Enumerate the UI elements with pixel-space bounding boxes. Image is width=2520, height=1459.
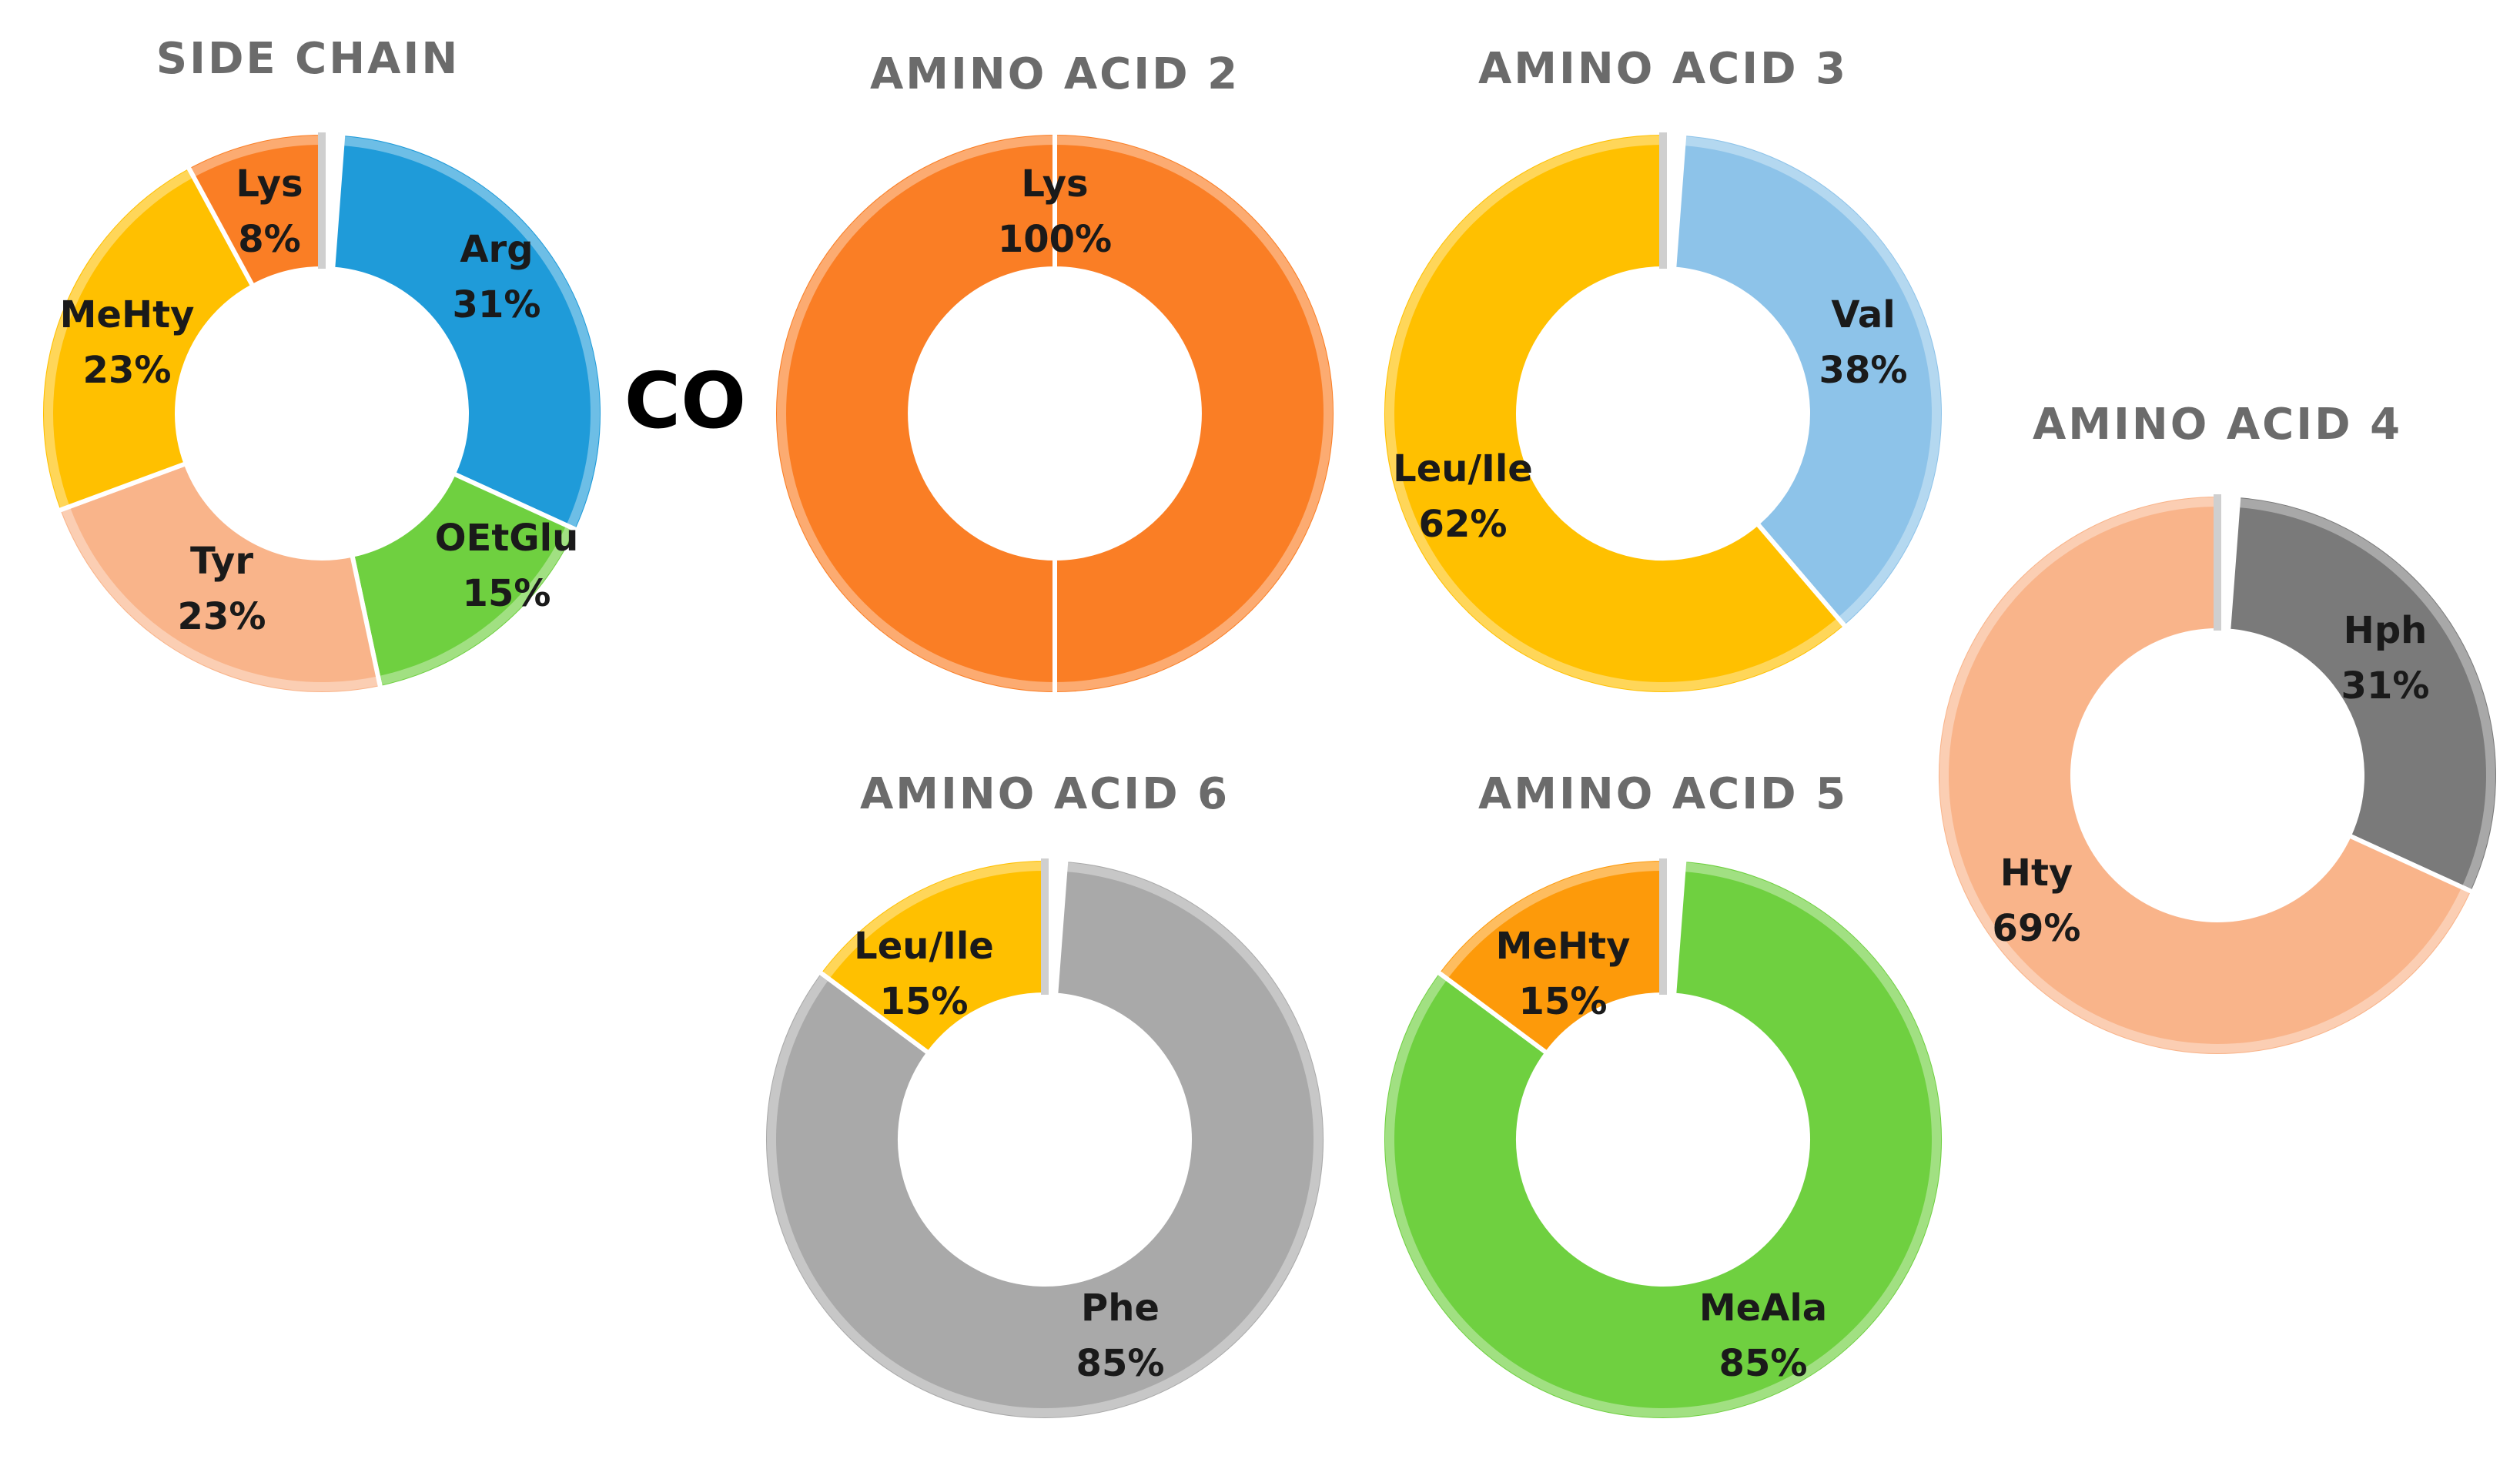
donut-chart-amino-acid-3: AMINO ACID 3 Val 38% Leu/Ile 62% [1380,44,1946,697]
slice-name-label: Leu/Ile [854,925,994,968]
slice-leu-ile [1380,129,1849,697]
slice-name-label: Val [1831,293,1895,336]
chart-title: AMINO ACID 2 [870,49,1240,99]
slice-percent-label: 85% [1719,1342,1808,1385]
slice-name-label: Lys [236,162,303,206]
chart-title: AMINO ACID 6 [860,769,1230,819]
slice-percent-label: 31% [2341,664,2430,708]
slice-val [1671,130,1946,631]
slice-name-label: Hph [2344,609,2428,652]
donut-chart-amino-acid-2: AMINO ACID 2 Lys 100% [771,49,1338,698]
slice-percent-label: 23% [83,349,172,392]
slice-name-label: MeAla [1699,1287,1827,1330]
slice-name-label: Phe [1081,1287,1160,1330]
slice-mehty [38,163,256,514]
slice-meala [1380,856,1946,1423]
chart-title: AMINO ACID 5 [1478,769,1848,819]
slice-name-label: Arg [460,228,533,271]
co-connector-label: CO [624,356,746,446]
slice-percent-label: 69% [1993,907,2081,950]
slice-phe [761,856,1328,1423]
slice-highlight [190,136,321,177]
donut-chart-side-chain: SIDE CHAIN Arg 31% OEtGlu 15% Tyr 23% MeHty 23% L… [38,34,605,697]
slice-percent-label: 8% [238,218,301,261]
slice-percent-label: 85% [1076,1342,1165,1385]
slice-percent-label: 23% [178,595,266,638]
chart-title: AMINO ACID 4 [2033,400,2402,450]
slice-mehty [1434,855,1665,1056]
slice-highlight [61,507,380,691]
slice-name-label: Tyr [190,540,253,583]
slice-highlight [43,169,193,509]
slice-name-label: Hty [2000,852,2073,895]
slice-percent-label: 31% [453,283,541,326]
slice-percent-label: 38% [1819,349,1908,392]
donut-chart-amino-acid-4: AMINO ACID 4 Hph 31% Hty 69% [1934,400,2501,1059]
slice-hty [1934,491,2476,1059]
slice-name-label: OEtGlu [435,517,579,560]
slice-percent-label: 15% [880,980,969,1023]
donut-chart-amino-acid-6: AMINO ACID 6 Phe 85% Leu/Ile 15% [761,769,1328,1423]
slice-name-label: Lys [1021,162,1088,206]
slice-hph [2225,492,2501,895]
slice-name-label: MeHty [1496,925,1631,968]
slice-percent-label: 62% [1419,503,1508,546]
slice-percent-label: 15% [1519,980,1608,1023]
slice-name-label: MeHty [60,293,195,336]
slice-tyr [55,460,383,697]
slice-arg [330,130,605,534]
chart-title: AMINO ACID 3 [1478,44,1848,94]
slice-percent-label: 100% [998,218,1112,261]
slice-percent-label: 15% [463,572,551,615]
slice-lys [771,129,1338,698]
donut-chart-amino-acid-5: AMINO ACID 5 MeAla 85% MeHty 15% [1380,769,1946,1423]
chart-title: SIDE CHAIN [156,34,460,84]
slice-leu-ile [815,855,1047,1056]
slice-name-label: Leu/Ile [1393,447,1533,490]
slice-oetglu [349,470,581,691]
